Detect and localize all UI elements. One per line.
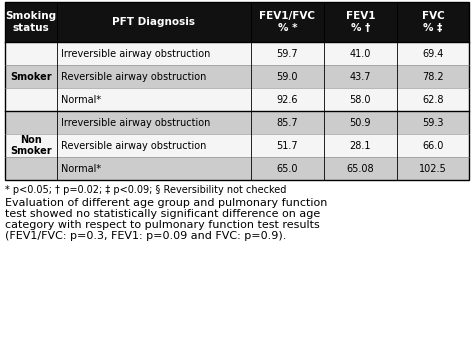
Bar [5, 42, 469, 65]
Text: 50.9: 50.9 [350, 118, 371, 128]
Text: 65.08: 65.08 [346, 163, 374, 174]
Text: Normal*: Normal* [61, 95, 101, 105]
Text: 92.6: 92.6 [277, 95, 298, 105]
Text: Smoker: Smoker [10, 72, 52, 82]
Bar [5, 157, 469, 180]
Text: 85.7: 85.7 [277, 118, 298, 128]
Text: FEV1/FVC
% *: FEV1/FVC % * [259, 11, 315, 33]
Text: Irreversible airway obstruction: Irreversible airway obstruction [61, 118, 210, 128]
Text: PFT Diagnosis: PFT Diagnosis [112, 17, 195, 27]
Text: Reversible airway obstruction: Reversible airway obstruction [61, 140, 206, 151]
Text: FEV1
% †: FEV1 % † [346, 11, 375, 33]
Text: Normal*: Normal* [61, 163, 101, 174]
Text: test showed no statistically significant difference on age: test showed no statistically significant… [5, 209, 320, 219]
Text: 66.0: 66.0 [422, 140, 444, 151]
Text: 59.3: 59.3 [422, 118, 444, 128]
Text: Reversible airway obstruction: Reversible airway obstruction [61, 72, 206, 82]
Text: FVC
% ‡: FVC % ‡ [422, 11, 445, 33]
Text: Non
Smoker: Non Smoker [10, 135, 52, 156]
Text: Smoking
status: Smoking status [5, 11, 56, 33]
Bar [5, 88, 469, 111]
Text: 59.0: 59.0 [277, 72, 298, 82]
Text: 28.1: 28.1 [350, 140, 371, 151]
Text: * p<0.05; † p=0.02; ‡ p<0.09; § Reversibility not checked: * p<0.05; † p=0.02; ‡ p<0.09; § Reversib… [5, 185, 286, 195]
Text: 78.2: 78.2 [422, 72, 444, 82]
Text: 41.0: 41.0 [350, 49, 371, 59]
Bar [5, 65, 469, 88]
Text: 51.7: 51.7 [277, 140, 298, 151]
Text: 102.5: 102.5 [419, 163, 447, 174]
Text: 69.4: 69.4 [422, 49, 444, 59]
Text: 43.7: 43.7 [350, 72, 371, 82]
Text: 62.8: 62.8 [422, 95, 444, 105]
Text: 58.0: 58.0 [350, 95, 371, 105]
Text: 65.0: 65.0 [277, 163, 298, 174]
Bar [5, 2, 469, 42]
Text: category with respect to pulmonary function test results: category with respect to pulmonary funct… [5, 220, 319, 230]
Bar [5, 134, 469, 157]
Bar [5, 111, 469, 134]
Text: Irreversible airway obstruction: Irreversible airway obstruction [61, 49, 210, 59]
Text: (FEV1/FVC: p=0.3, FEV1: p=0.09 and FVC: p=0.9).: (FEV1/FVC: p=0.3, FEV1: p=0.09 and FVC: … [5, 231, 286, 241]
Bar [5, 2, 469, 180]
Text: 59.7: 59.7 [277, 49, 298, 59]
Text: Evaluation of different age group and pulmonary function: Evaluation of different age group and pu… [5, 198, 327, 208]
